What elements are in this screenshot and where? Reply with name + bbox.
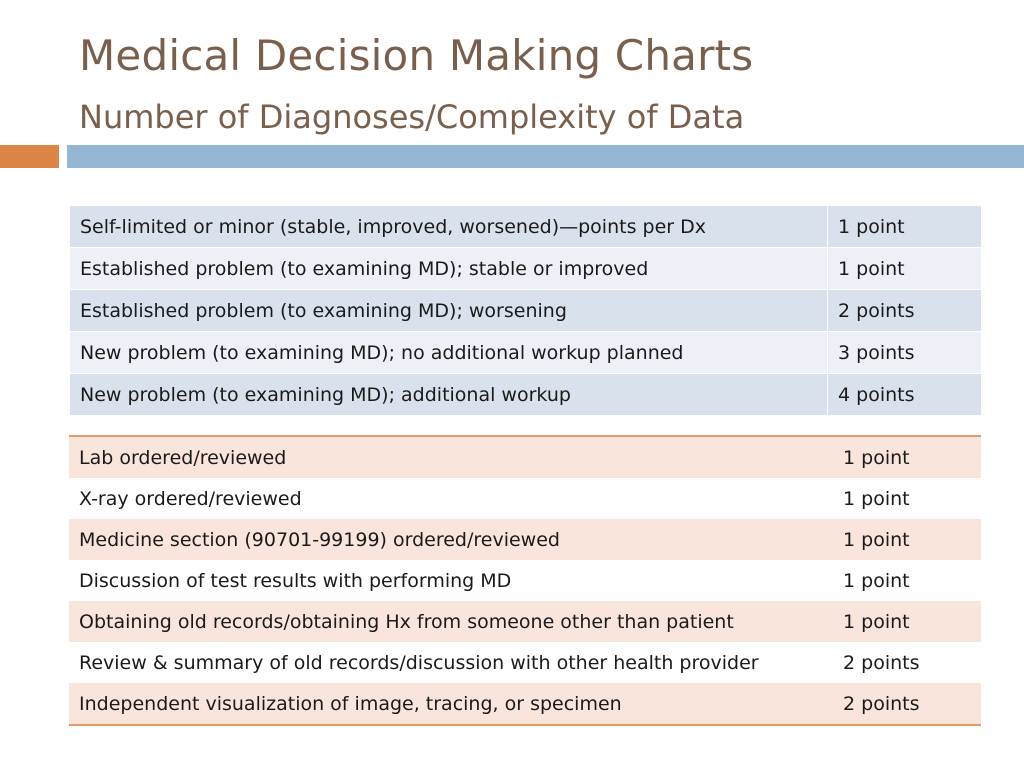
data-points: 1 point bbox=[833, 478, 981, 519]
diagnosis-points: 2 points bbox=[827, 289, 982, 332]
diagnoses-table: Self-limited or minor (stable, improved,… bbox=[69, 205, 982, 416]
data-points: 1 point bbox=[833, 436, 981, 478]
table-row: Lab ordered/reviewed 1 point bbox=[69, 436, 981, 478]
diagnosis-item: New problem (to examining MD); additiona… bbox=[69, 373, 828, 416]
data-item: Lab ordered/reviewed bbox=[69, 436, 833, 478]
table-row: X-ray ordered/reviewed 1 point bbox=[69, 478, 981, 519]
slide-subtitle: Number of Diagnoses/Complexity of Data bbox=[79, 98, 745, 136]
slide-title: Medical Decision Making Charts bbox=[79, 31, 754, 80]
diagnosis-points: 1 point bbox=[827, 205, 982, 248]
data-item: Medicine section (90701-99199) ordered/r… bbox=[69, 519, 833, 560]
data-item: Discussion of test results with performi… bbox=[69, 560, 833, 601]
data-points: 1 point bbox=[833, 519, 981, 560]
table-row: New problem (to examining MD); additiona… bbox=[69, 373, 982, 416]
table-row: Independent visualization of image, trac… bbox=[69, 683, 981, 725]
table-row: Medicine section (90701-99199) ordered/r… bbox=[69, 519, 981, 560]
data-complexity-table: Lab ordered/reviewed 1 point X-ray order… bbox=[69, 435, 981, 726]
table-row: Review & summary of old records/discussi… bbox=[69, 642, 981, 683]
diagnosis-points: 4 points bbox=[827, 373, 982, 416]
diagnosis-item: Self-limited or minor (stable, improved,… bbox=[69, 205, 828, 248]
diagnosis-points: 1 point bbox=[827, 247, 982, 290]
data-item: Independent visualization of image, trac… bbox=[69, 683, 833, 725]
diagnosis-points: 3 points bbox=[827, 331, 982, 374]
data-item: Review & summary of old records/discussi… bbox=[69, 642, 833, 683]
table-row: New problem (to examining MD); no additi… bbox=[69, 331, 982, 374]
data-item: Obtaining old records/obtaining Hx from … bbox=[69, 601, 833, 642]
data-points: 1 point bbox=[833, 601, 981, 642]
diagnosis-item: Established problem (to examining MD); w… bbox=[69, 289, 828, 332]
table-row: Obtaining old records/obtaining Hx from … bbox=[69, 601, 981, 642]
diagnosis-item: New problem (to examining MD); no additi… bbox=[69, 331, 828, 374]
data-item: X-ray ordered/reviewed bbox=[69, 478, 833, 519]
data-points: 1 point bbox=[833, 560, 981, 601]
table-row: Established problem (to examining MD); s… bbox=[69, 247, 982, 290]
table-row: Discussion of test results with performi… bbox=[69, 560, 981, 601]
table-row: Self-limited or minor (stable, improved,… bbox=[69, 205, 982, 248]
accent-bar-blue bbox=[67, 145, 1024, 168]
table-row: Established problem (to examining MD); w… bbox=[69, 289, 982, 332]
diagnosis-item: Established problem (to examining MD); s… bbox=[69, 247, 828, 290]
accent-bar-orange bbox=[0, 145, 59, 168]
data-points: 2 points bbox=[833, 683, 981, 725]
data-points: 2 points bbox=[833, 642, 981, 683]
